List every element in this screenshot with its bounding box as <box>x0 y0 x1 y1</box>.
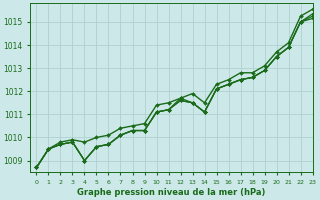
X-axis label: Graphe pression niveau de la mer (hPa): Graphe pression niveau de la mer (hPa) <box>77 188 266 197</box>
